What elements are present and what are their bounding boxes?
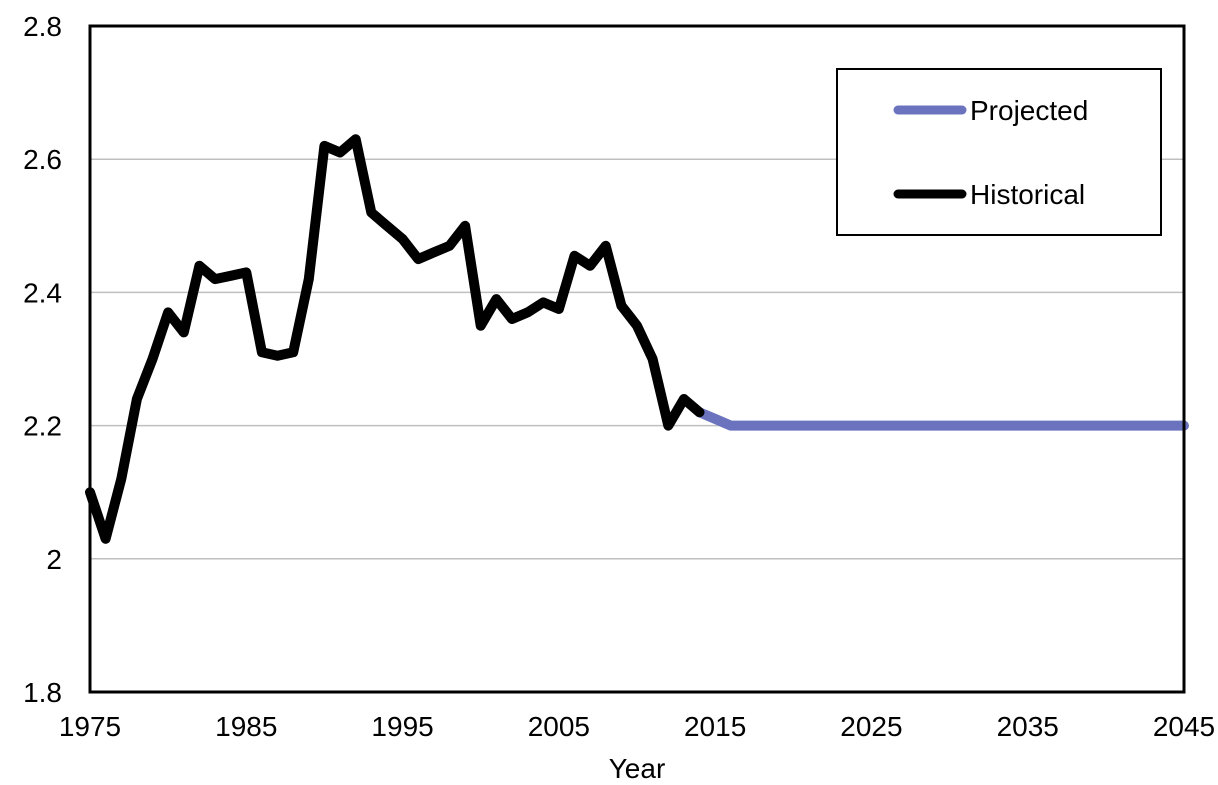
x-tick-label: 1995 (371, 711, 433, 742)
x-axis-title: Year (609, 753, 666, 784)
y-tick-label: 2.8 (23, 11, 62, 42)
plot-area-frame (88, 24, 1186, 694)
x-tick-label: 2005 (528, 711, 590, 742)
x-tick-label: 2025 (840, 711, 902, 742)
legend-box (836, 68, 1162, 236)
y-tick-label: 1.8 (23, 677, 62, 708)
y-tick-label: 2 (46, 544, 62, 575)
x-tick-label: 1985 (215, 711, 277, 742)
y-tick-label: 2.4 (23, 277, 62, 308)
x-axis-ticks: 1975 1985 1995 2005 2015 2025 2035 2045 (59, 711, 1215, 742)
x-tick-label: 1975 (59, 711, 121, 742)
series-layer (85, 134, 1189, 544)
legend-label-historical: Historical (970, 179, 1085, 210)
series-line-projected (694, 407, 1189, 431)
series-line-historical (85, 134, 705, 544)
y-tick-label: 2.2 (23, 411, 62, 442)
x-tick-label: 2035 (997, 711, 1059, 742)
x-tick-label: 2015 (684, 711, 746, 742)
y-axis-ticks: 1.8 2 2.2 2.4 2.6 2.8 (23, 11, 62, 708)
x-tick-label: 2045 (1153, 711, 1215, 742)
legend-label-projected: Projected (970, 95, 1088, 126)
y-tick-label: 2.6 (23, 144, 62, 175)
legend: Projected Historical (836, 68, 1162, 236)
